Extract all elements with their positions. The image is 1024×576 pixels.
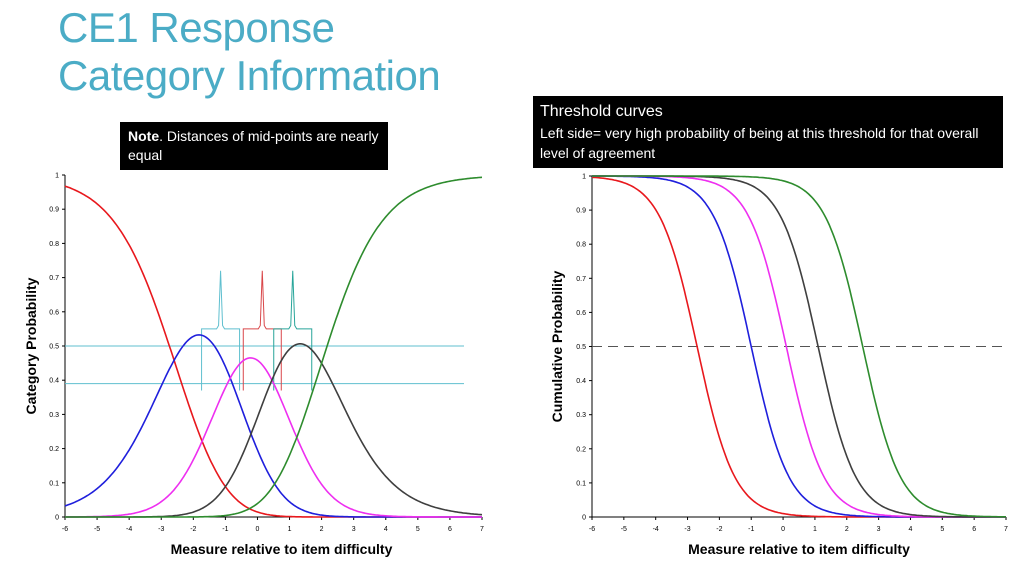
threshold-curve-5	[592, 175, 1006, 518]
threshold-box: Threshold curves Left side= very high pr…	[533, 96, 1003, 168]
note-box: Note. Distances of mid-points are nearly…	[120, 122, 388, 170]
category-curve-3	[65, 357, 482, 518]
x-tick-label: -3	[158, 526, 164, 533]
note-text: . Distances of mid-points are nearly equ…	[128, 128, 379, 163]
threshold-body: Left side= very high probability of bein…	[540, 125, 979, 161]
x-tick-label: -5	[621, 526, 627, 533]
y-tick-label: 0.5	[49, 344, 59, 351]
y-tick-label: 1	[55, 173, 59, 180]
x-tick-label: 7	[480, 526, 484, 533]
y-tick-label: 0.2	[576, 446, 586, 453]
x-tick-label: -6	[62, 526, 68, 533]
x-tick-label: 3	[877, 526, 881, 533]
x-tick-label: -4	[653, 526, 659, 533]
y-tick-label: 0.7	[49, 275, 59, 282]
y-tick-label: 0	[55, 515, 59, 522]
y-tick-label: 0.4	[49, 378, 59, 385]
y-tick-label: 0.1	[49, 480, 59, 487]
x-tick-label: 4	[384, 526, 388, 533]
y-tick-label: 0.7	[576, 276, 586, 283]
x-tick-label: 2	[320, 526, 324, 533]
y-tick-label: 0.4	[576, 378, 586, 385]
threshold-curve-1	[591, 176, 1006, 518]
y-tick-label: 0.1	[576, 480, 586, 487]
midpoint-bracket	[201, 270, 241, 391]
y-tick-label: 0.3	[49, 412, 59, 419]
y-tick-label: 0.2	[49, 446, 59, 453]
category-curve-5	[65, 176, 483, 518]
x-tick-label: -4	[126, 526, 132, 533]
x-tick-label: 1	[288, 526, 292, 533]
slide-title: CE1 Response Category Information	[58, 4, 518, 100]
y-tick-label: 0.3	[576, 412, 586, 419]
title-line-1: CE1 Response	[58, 4, 335, 51]
y-tick-label: 0.5	[576, 344, 586, 351]
x-tick-label: -1	[222, 526, 228, 533]
x-tick-label: -2	[716, 526, 722, 533]
threshold-curve-3	[592, 175, 1006, 518]
y-tick-label: 0.6	[49, 309, 59, 316]
x-tick-label: 0	[781, 526, 785, 533]
x-tick-label: 1	[813, 526, 817, 533]
threshold-curve-4	[592, 175, 1006, 518]
x-axis-label: Measure relative to item difficulty	[171, 541, 393, 557]
x-tick-label: 6	[972, 526, 976, 533]
x-tick-label: 2	[845, 526, 849, 533]
title-line-2: Category Information	[58, 52, 441, 99]
x-tick-label: -1	[748, 526, 754, 533]
y-tick-label: 0	[582, 515, 586, 522]
x-tick-label: -6	[589, 526, 595, 533]
x-tick-label: -2	[190, 526, 196, 533]
x-tick-label: 4	[909, 526, 913, 533]
threshold-curve-2	[592, 175, 1006, 518]
x-tick-label: 5	[416, 526, 420, 533]
y-tick-label: 0.6	[576, 310, 586, 317]
x-tick-label: 6	[448, 526, 452, 533]
x-tick-label: -3	[684, 526, 690, 533]
x-tick-label: -5	[94, 526, 100, 533]
note-label: Note	[128, 128, 160, 144]
x-tick-label: 3	[352, 526, 356, 533]
y-axis-label: Cumulative Probability	[549, 270, 565, 422]
y-tick-label: 1	[582, 174, 586, 181]
y-tick-label: 0.8	[49, 241, 59, 248]
x-tick-label: 0	[256, 526, 260, 533]
x-tick-label: 7	[1004, 526, 1008, 533]
threshold-heading: Threshold curves	[540, 103, 663, 120]
y-tick-label: 0.9	[576, 208, 586, 215]
y-tick-label: 0.9	[49, 207, 59, 214]
y-tick-label: 0.8	[576, 242, 586, 249]
x-tick-label: 5	[940, 526, 944, 533]
y-axis-label: Category Probability	[23, 277, 39, 414]
x-axis-label: Measure relative to item difficulty	[688, 541, 910, 557]
midpoint-bracket	[273, 270, 313, 391]
